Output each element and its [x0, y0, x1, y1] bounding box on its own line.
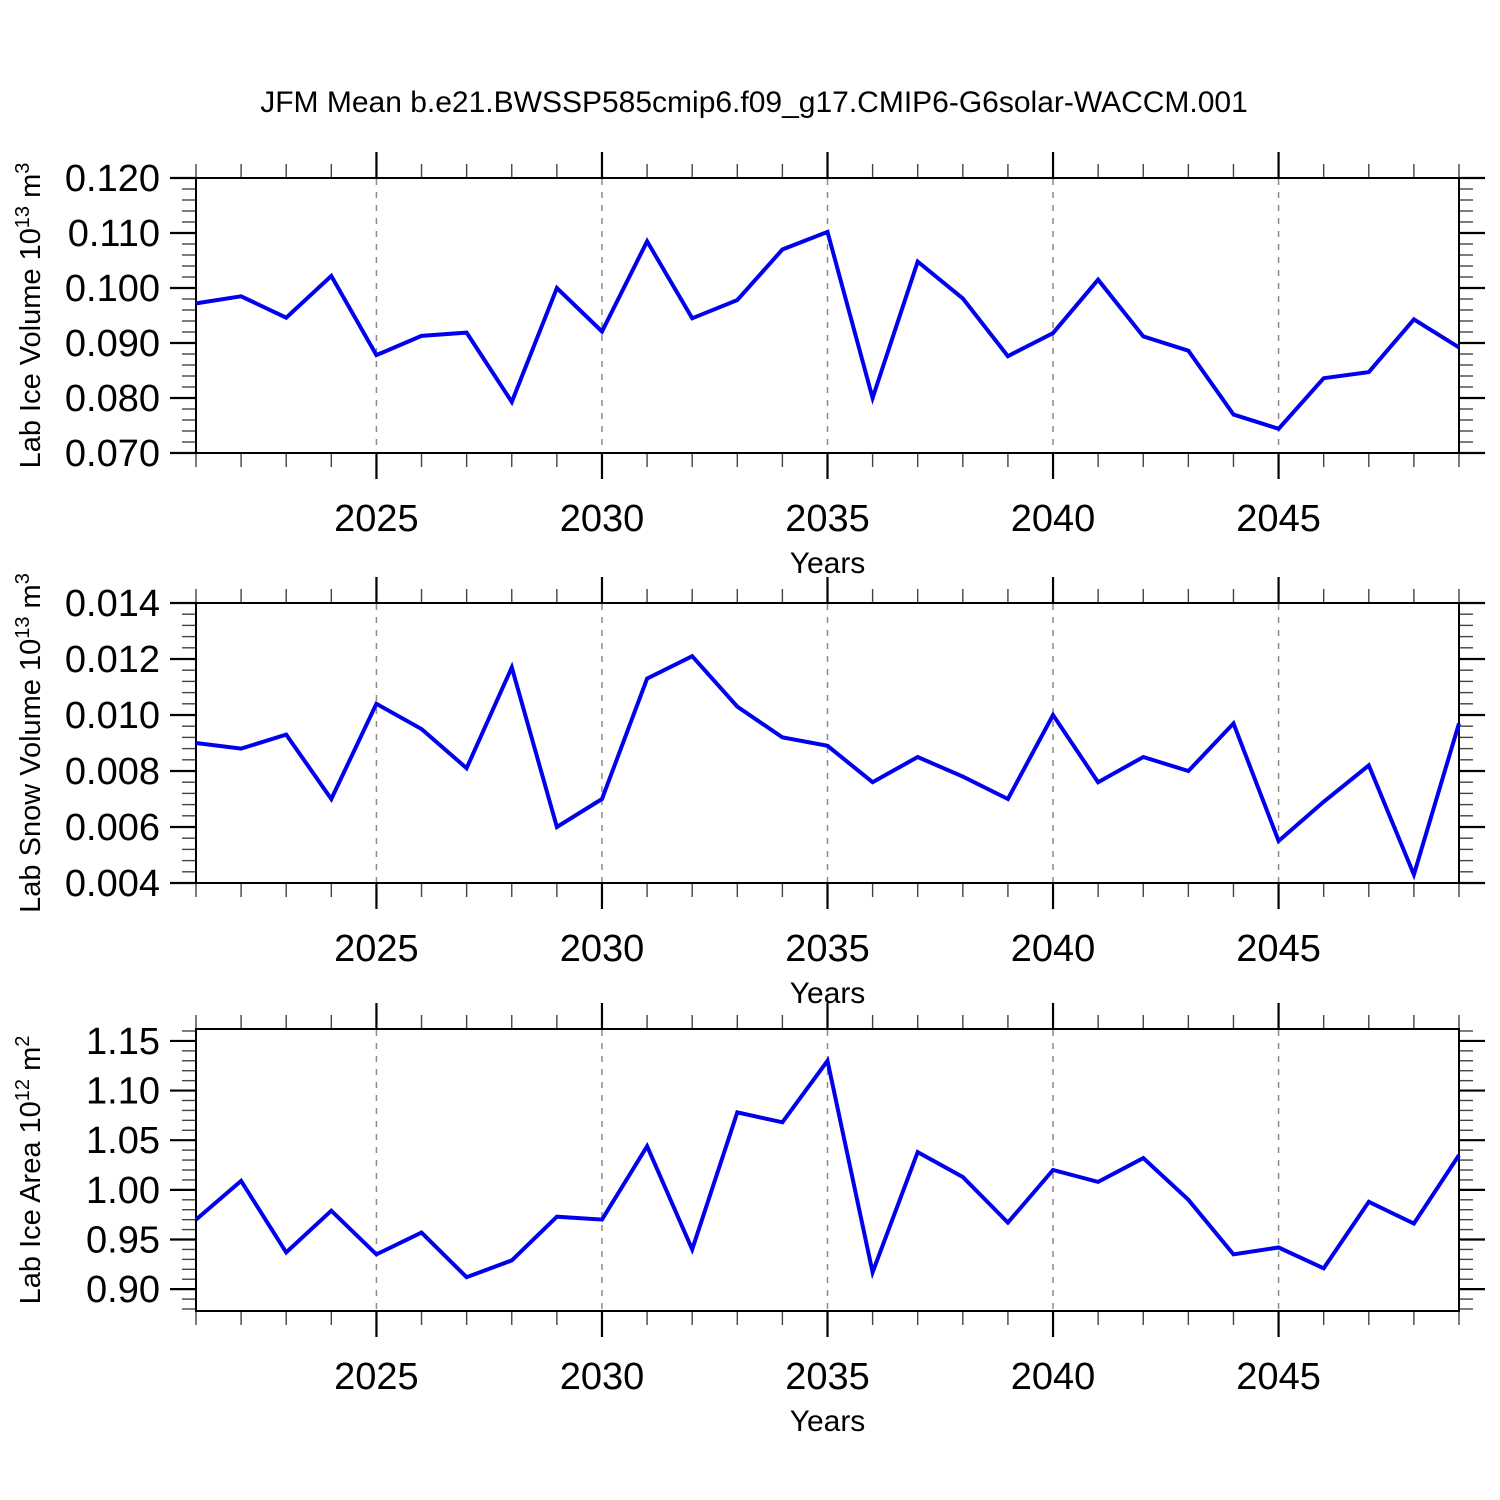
- y-tick-label: 0.080: [65, 378, 160, 420]
- x-axis-title: Years: [790, 1405, 866, 1438]
- x-tick-label: 2045: [1236, 1356, 1321, 1398]
- y-tick-label: 0.090: [65, 323, 160, 365]
- y-axis-title: Lab Ice Area 1012 m2: [12, 1036, 47, 1305]
- series-line: [194, 1056, 1461, 1280]
- y-tick-label: 0.100: [65, 268, 160, 310]
- x-tick-label: 2035: [785, 498, 870, 540]
- x-tick-label: 2025: [334, 928, 419, 970]
- page-title: JFM Mean b.e21.BWSSP585cmip6.f09_g17.CMI…: [260, 86, 1248, 119]
- plot-1: 0.070 0.080 0.090 0.100 0.110 0.120 2025 2030 20…: [12, 152, 1485, 580]
- x-axis-title: Years: [790, 547, 866, 580]
- plot-frame: [195, 1028, 1460, 1312]
- y-tick-label: 1.00: [86, 1170, 160, 1212]
- x-tick-label: 2025: [334, 498, 419, 540]
- plot-3: 0.90 0.95 1.00 1.05 1.10 1.15 2025 2030 2035 2040…: [12, 1003, 1485, 1438]
- y-tick-label: 0.008: [65, 751, 160, 793]
- x-tick-label: 2035: [785, 1356, 870, 1398]
- y-tick-label: 0.012: [65, 639, 160, 681]
- x-tick-label: 2040: [1011, 1356, 1096, 1398]
- series-line: [195, 653, 1461, 881]
- x-tick-label: 2045: [1236, 498, 1321, 540]
- plot-2: 0.004 0.006 0.008 0.010 0.012 0.014 2025 2030 20…: [12, 573, 1485, 1010]
- x-tick-label: 2030: [560, 1356, 645, 1398]
- y-tick-label: 0.110: [68, 213, 160, 255]
- y-tick-label: 0.120: [65, 158, 160, 200]
- y-axis-title: Lab Snow Volume 1013 m3: [12, 573, 47, 913]
- y-tick-label: 0.070: [65, 433, 160, 475]
- y-tick-label: 1.05: [86, 1120, 160, 1162]
- x-tick-label: 2040: [1011, 498, 1096, 540]
- x-tick-label: 2025: [334, 1356, 419, 1398]
- x-tick-label: 2045: [1236, 928, 1321, 970]
- y-axis-title: Lab Ice Volume 1013 m3: [12, 163, 47, 469]
- x-tick-label: 2035: [785, 928, 870, 970]
- y-tick-label: 0.004: [65, 863, 160, 905]
- y-tick-label: 1.15: [86, 1021, 160, 1063]
- y-tick-label: 0.95: [86, 1220, 160, 1262]
- plot-frame: [195, 177, 1460, 454]
- y-tick-label: 0.006: [65, 807, 160, 849]
- x-tick-label: 2040: [1011, 928, 1096, 970]
- x-tick-label: 2030: [560, 928, 645, 970]
- y-tick-label: 0.90: [86, 1269, 160, 1311]
- x-tick-label: 2030: [560, 498, 645, 540]
- series-line: [195, 229, 1461, 432]
- y-tick-label: 0.014: [65, 583, 160, 625]
- y-tick-label: 1.10: [86, 1071, 160, 1113]
- y-tick-label: 0.010: [65, 695, 160, 737]
